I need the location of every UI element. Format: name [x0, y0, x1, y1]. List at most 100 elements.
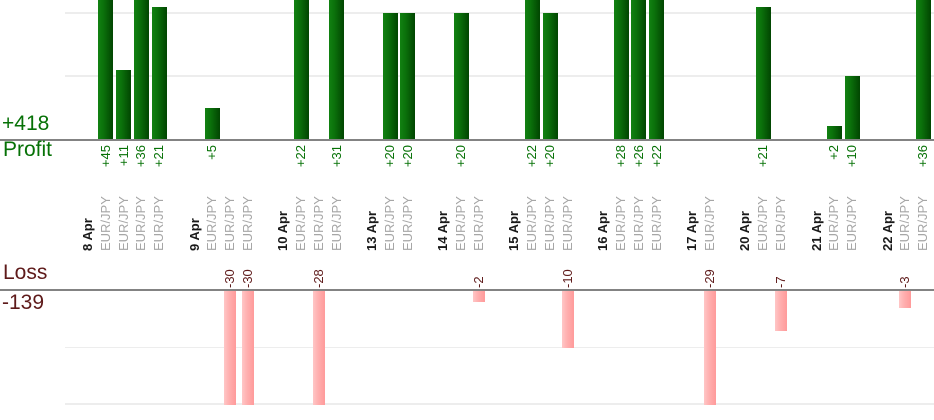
- instrument-label: EUR/JPY: [773, 196, 789, 251]
- profit-bar: [400, 13, 416, 139]
- instrument-label: EUR/JPY: [222, 196, 238, 251]
- profit-bar: [542, 13, 558, 139]
- instrument-label: EUR/JPY: [613, 196, 629, 251]
- instrument-label: EUR/JPY: [204, 196, 220, 251]
- loss-bar: [224, 291, 237, 405]
- profit-value-label: +22: [648, 145, 664, 168]
- date-label: 17 Apr: [684, 211, 700, 251]
- loss-value-label: -28: [311, 269, 326, 288]
- profit-bar: [133, 0, 149, 139]
- instrument-label: EUR/JPY: [524, 196, 540, 251]
- date-label: 16 Apr: [595, 211, 611, 251]
- profit-bar: [329, 0, 345, 139]
- instrument-label: EUR/JPY: [648, 196, 664, 251]
- profit-bar: [151, 6, 167, 139]
- loss-value-label: -3: [897, 276, 913, 288]
- loss-bar: [561, 291, 574, 348]
- profit-value-label: +36: [133, 145, 149, 168]
- loss-value-label: -7: [773, 276, 789, 288]
- instrument-label: EUR/JPY: [897, 196, 913, 251]
- loss-bar: [899, 291, 912, 308]
- instrument-label: EUR/JPY: [844, 196, 860, 251]
- profit-value-label: +21: [755, 145, 771, 168]
- profit-value-label: +2: [826, 145, 842, 160]
- profit-value-label: +22: [524, 145, 540, 168]
- loss-bar: [703, 291, 716, 405]
- profit-value-label: +28: [613, 145, 629, 168]
- profit-bar: [98, 0, 114, 139]
- loss-axis-label: Loss: [3, 261, 48, 284]
- profit-panel: [0, 0, 934, 139]
- profit-value-label: +45: [97, 145, 113, 168]
- profit-value-label: +10: [844, 145, 860, 168]
- profit-bar: [382, 13, 398, 139]
- instrument-label: EUR/JPY: [133, 196, 149, 251]
- profit-value-label: +11: [115, 145, 131, 167]
- profit-total-label: +418: [2, 112, 50, 135]
- date-label: 20 Apr: [737, 211, 753, 251]
- profit-bar: [453, 13, 469, 139]
- instrument-label: EUR/JPY: [151, 196, 167, 251]
- instrument-label: EUR/JPY: [328, 196, 344, 251]
- profit-value-label: +20: [453, 145, 469, 168]
- profit-gridline: [65, 75, 934, 77]
- instrument-label: EUR/JPY: [542, 196, 558, 251]
- loss-gridline: [65, 346, 934, 348]
- profit-bar: [293, 0, 309, 139]
- profit-value-label: +20: [382, 145, 398, 168]
- loss-value-label: -30: [222, 269, 238, 288]
- profit-bar: [631, 0, 647, 139]
- loss-total-label: -139: [2, 291, 45, 314]
- instrument-label: EUR/JPY: [915, 196, 931, 251]
- profit-bar: [826, 126, 842, 139]
- profit-value-label: +20: [542, 145, 558, 168]
- loss-value-label: -29: [701, 269, 717, 288]
- instrument-label: EUR/JPY: [755, 196, 771, 251]
- loss-value-label: -30: [239, 269, 255, 288]
- loss-bar: [472, 291, 485, 303]
- profit-value-label: +26: [630, 145, 646, 168]
- profit-gridline: [65, 12, 934, 14]
- profit-bar: [649, 0, 665, 139]
- instrument-label: EUR/JPY: [311, 196, 326, 251]
- profit-bar: [116, 69, 132, 139]
- profit-axis-label: Profit: [3, 138, 53, 161]
- instrument-label: EUR/JPY: [826, 196, 842, 251]
- instrument-label: EUR/JPY: [453, 196, 469, 251]
- instrument-label: EUR/JPY: [399, 196, 415, 251]
- profit-value-label: +21: [151, 145, 167, 168]
- loss-value-label: -10: [559, 269, 575, 288]
- profit-value-label: +20: [399, 145, 415, 168]
- date-label: 21 Apr: [808, 211, 824, 251]
- profit-bar: [524, 0, 540, 139]
- date-label: 10 Apr: [275, 211, 291, 251]
- profit-axis-baseline: [0, 139, 934, 141]
- profit-bar: [204, 107, 220, 139]
- instrument-label: EUR/JPY: [701, 196, 717, 251]
- instrument-label: EUR/JPY: [239, 196, 255, 251]
- profit-value-label: +31: [328, 145, 344, 168]
- profit-value-label: +36: [915, 145, 931, 168]
- loss-axis-baseline: [0, 289, 934, 291]
- instrument-label: EUR/JPY: [470, 196, 486, 251]
- profit-bar: [915, 0, 931, 139]
- profit-value-label: +5: [204, 145, 220, 160]
- loss-value-label: -2: [470, 276, 486, 288]
- instrument-label: EUR/JPY: [559, 196, 575, 251]
- instrument-label: EUR/JPY: [630, 196, 646, 251]
- loss-gridline: [65, 403, 934, 405]
- profit-value-label: +22: [293, 145, 309, 168]
- instrument-label: EUR/JPY: [293, 196, 309, 251]
- instrument-label: EUR/JPY: [115, 196, 131, 251]
- date-label: 15 Apr: [506, 211, 522, 251]
- profit-bar: [844, 76, 860, 139]
- profit-bar: [613, 0, 629, 139]
- date-label: 13 Apr: [364, 211, 380, 251]
- date-label: 9 Apr: [186, 218, 202, 251]
- loss-bar: [313, 291, 325, 405]
- instrument-label: EUR/JPY: [382, 196, 398, 251]
- instrument-label: EUR/JPY: [97, 196, 113, 251]
- profit-bar: [755, 6, 771, 139]
- date-label: 8 Apr: [80, 218, 95, 251]
- date-label: 14 Apr: [435, 211, 451, 251]
